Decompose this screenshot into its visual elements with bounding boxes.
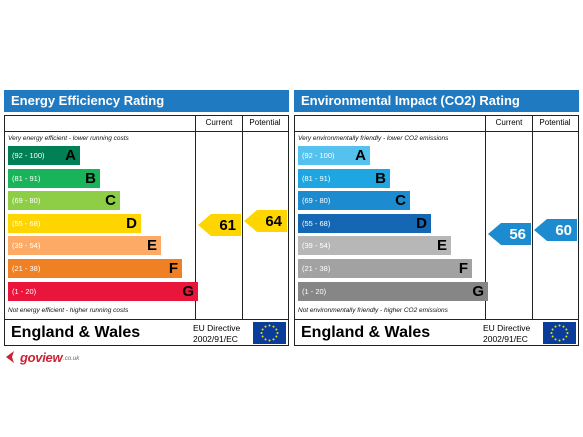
band-letter: E [436, 237, 447, 255]
band-letter: C [105, 192, 116, 210]
col-current-header: Current [495, 118, 523, 127]
band-letter: C [395, 192, 406, 210]
band-range: (92 - 100) [12, 151, 45, 160]
logo-suffix: .co.uk [63, 356, 80, 362]
band-letter: D [126, 214, 137, 232]
footer-title: England & Wales [301, 324, 431, 341]
band-letter: B [375, 169, 386, 187]
band-b: (81 - 91) B [8, 168, 100, 188]
panel-title: Energy Efficiency Rating [4, 90, 289, 112]
band-letter: A [65, 147, 76, 164]
col-potential-header: Potential [249, 118, 281, 127]
band-g: (1 - 20) G [298, 281, 488, 301]
band-range: (81 - 91) [302, 173, 331, 183]
band-g: (1 - 20) G [8, 281, 198, 301]
current-rating-arrow: 56 [488, 223, 531, 245]
logo-brand: goview [20, 349, 63, 365]
band-e: (39 - 54) E [298, 236, 451, 256]
current-rating-arrow: 61 [198, 214, 241, 236]
band-letter: F [458, 260, 468, 277]
band-letter: G [472, 282, 484, 300]
panel-title: Environmental Impact (CO2) Rating [294, 90, 579, 112]
band-range: (81 - 91) [12, 173, 41, 183]
band-d: (55 - 68) D [8, 213, 141, 233]
eu-directive: EU Directive 2002/91/EC [193, 323, 241, 344]
potential-rating-arrow: 60 [534, 219, 577, 241]
band-c: (69 - 80) C [8, 191, 120, 211]
band-range: (39 - 54) [12, 241, 41, 251]
band-f: (21 - 38) F [8, 259, 182, 278]
bottom-note: Not energy efficient - higher running co… [8, 307, 129, 314]
eu-directive: EU Directive 2002/91/EC [483, 323, 531, 344]
band-f: (21 - 38) F [298, 259, 472, 278]
band-a: (92 - 100) A [8, 146, 80, 165]
band-range: (69 - 80) [302, 196, 331, 206]
band-range: (21 - 38) [12, 264, 41, 273]
band-range: (21 - 38) [302, 264, 331, 273]
band-range: (55 - 68) [12, 218, 41, 228]
environmental-impact-panel: Environmental Impact (CO2) Rating Curren… [294, 90, 579, 346]
top-note: Very environmentally friendly - lower CO… [298, 135, 449, 142]
band-letter: A [355, 147, 366, 164]
logo-arrow-icon [6, 351, 14, 363]
footer-title: England & Wales [11, 324, 141, 341]
bottom-note: Not environmentally friendly - higher CO… [298, 307, 448, 314]
band-letter: D [416, 214, 427, 232]
band-c: (69 - 80) C [298, 191, 410, 211]
energy-efficiency-panel: Energy Efficiency Rating Current Potenti… [4, 90, 289, 346]
band-letter: E [146, 237, 157, 255]
potential-rating-arrow: 64 [244, 210, 287, 232]
band-range: (69 - 80) [12, 196, 41, 206]
eu-flag-icon [543, 322, 576, 344]
band-range: (1 - 20) [12, 286, 37, 296]
band-a: (92 - 100) A [298, 146, 370, 165]
band-b: (81 - 91) B [298, 168, 390, 188]
eu-flag-icon [253, 322, 286, 344]
band-range: (55 - 68) [302, 218, 331, 228]
panel-body: Current Potential Very energy efficient … [4, 115, 289, 346]
band-d: (55 - 68) D [298, 213, 431, 233]
band-letter: G [182, 282, 194, 300]
col-potential-header: Potential [539, 118, 571, 127]
goview-logo[interactable]: goview .co.uk [6, 349, 80, 365]
band-e: (39 - 54) E [8, 236, 161, 256]
band-letter: B [85, 169, 96, 187]
col-current-header: Current [205, 118, 233, 127]
band-range: (92 - 100) [302, 151, 335, 160]
band-range: (39 - 54) [302, 241, 331, 251]
top-note: Very energy efficient - lower running co… [8, 135, 129, 142]
band-range: (1 - 20) [302, 286, 327, 296]
band-letter: F [168, 260, 178, 277]
panel-body: Current Potential Very environmentally f… [294, 115, 579, 346]
